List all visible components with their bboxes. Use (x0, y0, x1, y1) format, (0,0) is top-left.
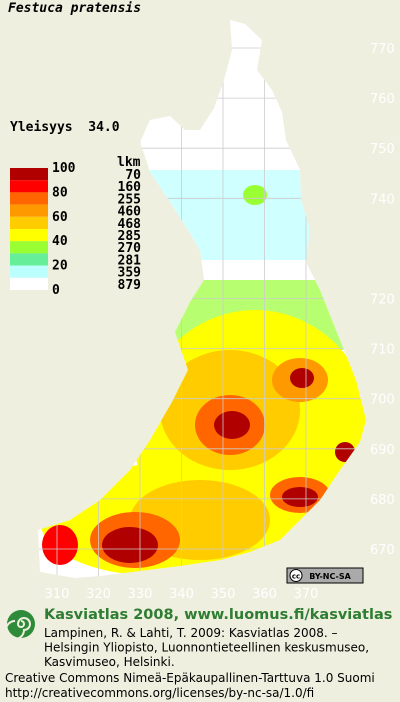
legend-swatch (10, 204, 48, 217)
legend-swatch (10, 168, 48, 181)
citation-line: Lampinen, R. & Lahti, T. 2009: Kasviatla… (44, 626, 338, 640)
northing-label: 770 (370, 42, 395, 57)
easting-label: 310 (45, 587, 70, 602)
legend-scale-label: 100 (52, 161, 76, 176)
citation-line: Helsingin Yliopisto, Luonnontieteellinen… (44, 641, 369, 655)
northing-label: 720 (370, 293, 395, 308)
legend-count: 460 (118, 205, 142, 220)
legend-count: 270 (118, 241, 142, 256)
northing-label: 690 (370, 443, 395, 458)
legend-count: 255 (118, 192, 141, 207)
map (38, 20, 366, 578)
license-badge: cc BY-NC-SA (286, 567, 364, 584)
northing-label: 750 (370, 142, 395, 157)
legend-scale-label: 20 (52, 259, 68, 274)
legend-count: 359 (118, 266, 141, 281)
license-line: Creative Commons Nimeä-Epäkaupallinen-Ta… (5, 671, 375, 685)
legend-swatch (10, 277, 48, 290)
northing-label: 700 (370, 393, 395, 408)
northing-label: 740 (370, 192, 395, 207)
northing-label: 760 (370, 92, 395, 107)
easting-label: 320 (86, 587, 111, 602)
legend-count: 160 (118, 180, 142, 195)
footer-heading: Kasviatlas 2008, www.luomus.fi/kasviatla… (44, 607, 392, 623)
easting-label: 360 (252, 587, 277, 602)
easting-label: 330 (128, 587, 153, 602)
legend-swatch (10, 216, 48, 229)
legend-count: 879 (118, 278, 141, 293)
legend-count: 468 (118, 217, 142, 232)
badge-icon: cc (292, 573, 300, 581)
legend-swatch (10, 192, 48, 205)
distribution (40, 170, 366, 575)
legend-count: 281 (118, 253, 142, 268)
legend-header: lkm (117, 155, 141, 170)
legend-swatch (10, 265, 48, 278)
logo (5, 610, 35, 640)
northing-label: 710 (370, 343, 395, 358)
legend-scale-label: 60 (52, 210, 68, 225)
northing-label: 670 (370, 543, 395, 558)
legend-swatch (10, 241, 48, 254)
legend-swatch (10, 253, 48, 266)
legend-scale-label: 80 (52, 185, 68, 200)
legend-count: 70 (125, 168, 141, 183)
badge-text: BY-NC-SA (309, 572, 351, 581)
license-line: http://creativecommons.org/licenses/by-n… (5, 686, 314, 700)
legend-scale-label: 40 (52, 234, 68, 249)
frequency: Yleisyys 34.0 (10, 120, 120, 135)
legend-count: 285 (118, 229, 141, 244)
easting-label: 350 (211, 587, 236, 602)
easting-label: 370 (294, 587, 319, 602)
citation-line: Kasvimuseo, Helsinki. (44, 655, 175, 669)
legend-swatch (10, 229, 48, 242)
legend-scale-label: 0 (52, 283, 60, 298)
northing-label: 680 (370, 493, 395, 508)
legend-swatch (10, 180, 48, 193)
title: Festuca pratensis (8, 1, 141, 16)
footer: Lampinen, R. & Lahti, T. 2009: Kasviatla… (5, 626, 375, 700)
easting-label: 340 (169, 587, 194, 602)
